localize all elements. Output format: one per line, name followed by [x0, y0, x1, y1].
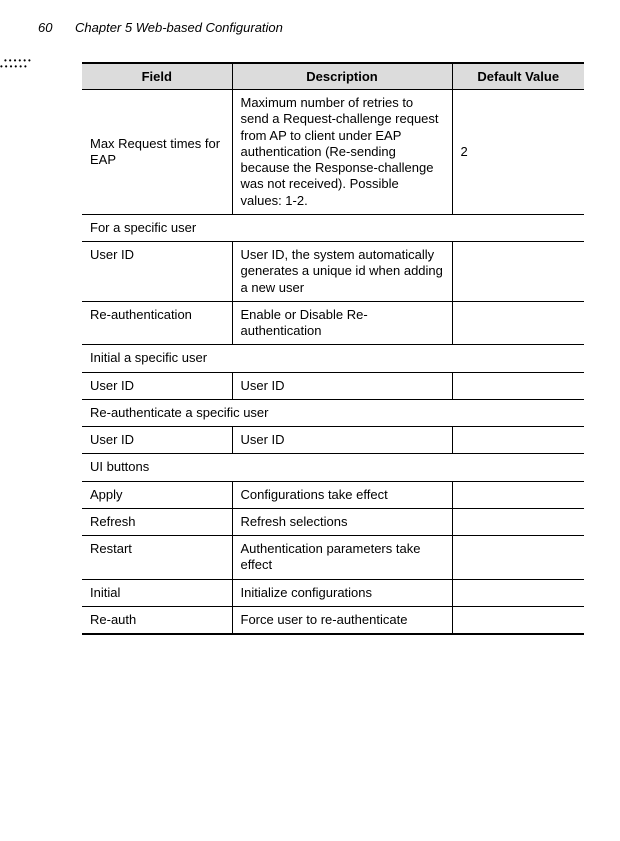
cell-description: User ID	[232, 372, 452, 399]
table-section-row: UI buttons	[82, 454, 584, 481]
table-section-row: Re-authenticate a specific user	[82, 399, 584, 426]
cell-field: Refresh	[82, 508, 232, 535]
cell-description: User ID	[232, 427, 452, 454]
cell-default	[452, 372, 584, 399]
cell-description: Enable or Disable Re-authentication	[232, 301, 452, 345]
table-row: User ID User ID	[82, 427, 584, 454]
header-field: Field	[82, 63, 232, 90]
table-row: Initial Initialize configurations	[82, 579, 584, 606]
cell-field: Max Request times for EAP	[82, 90, 232, 215]
chapter-title: Chapter 5 Web-based Configuration	[75, 20, 283, 35]
cell-description: Initialize configurations	[232, 579, 452, 606]
table-row: Re-authentication Enable or Disable Re-a…	[82, 301, 584, 345]
section-label: Initial a specific user	[82, 345, 584, 372]
cell-description: Configurations take effect	[232, 481, 452, 508]
cell-description: Force user to re-authenticate	[232, 606, 452, 634]
cell-description: Refresh selections	[232, 508, 452, 535]
cell-field: Initial	[82, 579, 232, 606]
table-row: Refresh Refresh selections	[82, 508, 584, 535]
table-row: Max Request times for EAP Maximum number…	[82, 90, 584, 215]
section-label: For a specific user	[82, 214, 584, 241]
header-default: Default Value	[452, 63, 584, 90]
cell-default: 2	[452, 90, 584, 215]
page-number: 60	[38, 20, 52, 35]
cell-field: Re-auth	[82, 606, 232, 634]
section-label: UI buttons	[82, 454, 584, 481]
table-row: User ID User ID	[82, 372, 584, 399]
cell-field: Re-authentication	[82, 301, 232, 345]
table-body: Max Request times for EAP Maximum number…	[82, 90, 584, 635]
decoration-dots-icon: ••••••	[0, 62, 29, 71]
table-row: Apply Configurations take effect	[82, 481, 584, 508]
cell-default	[452, 508, 584, 535]
table-row: User ID User ID, the system automaticall…	[82, 242, 584, 302]
page: 60 Chapter 5 Web-based Configuration •••…	[0, 0, 620, 841]
table-row: Restart Authentication parameters take e…	[82, 536, 584, 580]
table-row: Re-auth Force user to re-authenticate	[82, 606, 584, 634]
cell-default	[452, 536, 584, 580]
table-section-row: For a specific user	[82, 214, 584, 241]
cell-description: Authentication parameters take effect	[232, 536, 452, 580]
cell-default	[452, 606, 584, 634]
cell-description: User ID, the system automatically genera…	[232, 242, 452, 302]
table-header-row: Field Description Default Value	[82, 63, 584, 90]
cell-default	[452, 301, 584, 345]
section-label: Re-authenticate a specific user	[82, 399, 584, 426]
cell-description: Maximum number of retries to send a Requ…	[232, 90, 452, 215]
header-description: Description	[232, 63, 452, 90]
cell-default	[452, 242, 584, 302]
cell-field: Apply	[82, 481, 232, 508]
config-table: Field Description Default Value Max Requ…	[82, 62, 584, 635]
cell-field: User ID	[82, 427, 232, 454]
cell-default	[452, 579, 584, 606]
cell-default	[452, 427, 584, 454]
cell-field: User ID	[82, 372, 232, 399]
table-section-row: Initial a specific user	[82, 345, 584, 372]
cell-default	[452, 481, 584, 508]
cell-field: User ID	[82, 242, 232, 302]
cell-field: Restart	[82, 536, 232, 580]
